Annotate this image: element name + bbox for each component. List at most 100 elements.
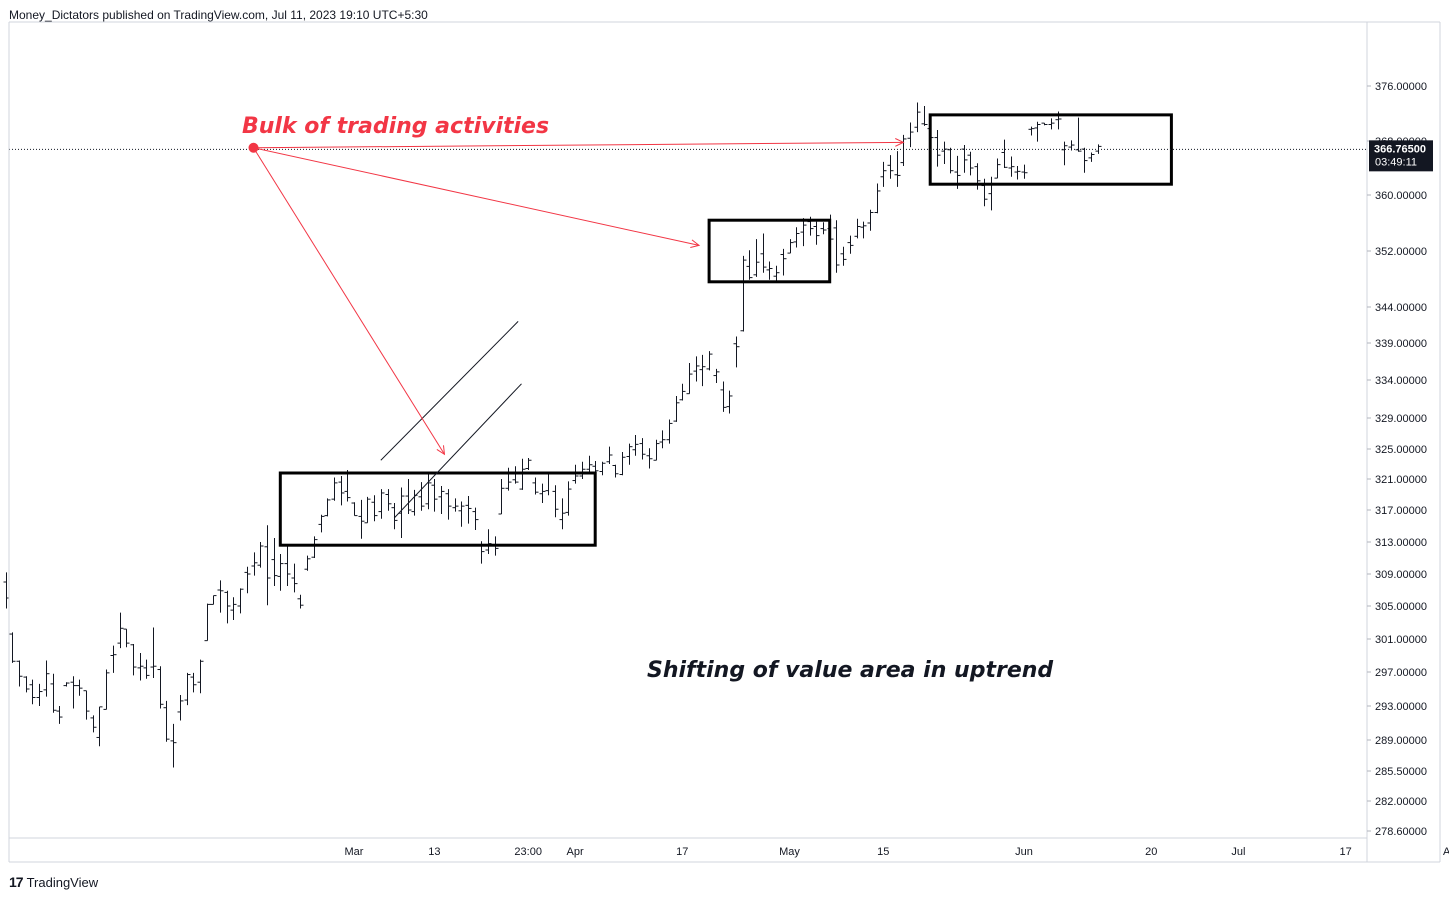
ohlc-bar — [713, 368, 720, 384]
ohlc-bar — [431, 479, 438, 512]
arrow-shaft — [253, 147, 700, 246]
ohlc-bar — [83, 690, 90, 720]
ohlc-bar — [50, 673, 57, 713]
ohlc-bar — [1021, 164, 1028, 179]
ohlc-bar — [539, 483, 546, 504]
y-tick-label: 293.00000 — [1375, 701, 1427, 713]
ohlc-bar — [465, 496, 472, 524]
annotation-arrows — [248, 138, 905, 456]
ohlc-bar — [1028, 126, 1035, 136]
ohlc-bar — [934, 130, 941, 167]
ohlc-bar — [646, 448, 653, 469]
ohlc-bar — [512, 466, 519, 484]
ohlc-bar — [472, 507, 479, 530]
ohlc-bar — [391, 503, 398, 530]
ohlc-bar — [740, 255, 747, 332]
ohlc-bar — [1041, 122, 1048, 126]
ohlc-bar — [36, 683, 43, 706]
ohlc-bar — [170, 723, 177, 768]
ohlc-bar — [190, 672, 197, 693]
ohlc-bar — [619, 452, 626, 476]
ohlc-bar — [485, 529, 492, 554]
y-tick-label: 334.00000 — [1375, 375, 1427, 387]
annotation-arrow — [253, 147, 701, 248]
y-tick-label: 289.00000 — [1375, 735, 1427, 747]
ohlc-bar — [23, 676, 30, 693]
ohlc-bar — [626, 443, 633, 465]
ohlc-bar — [525, 458, 532, 470]
ohlc-bar — [56, 706, 63, 724]
annotation-shifting-value-area: Shifting of value area in uptrend — [647, 658, 1053, 683]
y-tick-label: 317.00000 — [1375, 505, 1427, 517]
ohlc-bar — [257, 542, 264, 568]
ohlc-bar — [659, 430, 666, 449]
ohlc-bar — [854, 218, 861, 239]
x-tick-label: Jul — [1231, 846, 1245, 858]
ohlc-bar — [130, 643, 137, 676]
ohlc-bar — [304, 555, 311, 571]
x-tick-label: 17 — [676, 846, 688, 858]
ohlc-bar — [793, 227, 800, 248]
y-tick-label: 376.00000 — [1375, 81, 1427, 93]
ohlc-bar — [706, 351, 713, 371]
ohlc-bar — [592, 461, 599, 473]
ohlc-bar — [251, 552, 258, 576]
channel-line — [380, 321, 519, 461]
ohlc-bar — [63, 682, 70, 687]
x-tick-label: Jun — [1015, 846, 1033, 858]
ohlc-bar — [880, 161, 887, 187]
ohlc-bar — [800, 218, 807, 247]
ohlc-bar — [137, 653, 144, 681]
ohlc-bar — [338, 476, 345, 506]
annotation-arrow — [253, 147, 446, 456]
ohlc-bar — [244, 566, 251, 594]
y-tick-label: 305.00000 — [1375, 601, 1427, 613]
ohlc-bar — [204, 603, 211, 642]
arrow-shaft — [253, 141, 904, 149]
ohlc-bar — [820, 222, 827, 235]
ohlc-bar — [693, 356, 700, 382]
ohlc-bar — [760, 233, 767, 273]
ohlc-bar — [425, 474, 432, 510]
ohlc-bar — [612, 464, 619, 478]
y-tick-label: 321.00000 — [1375, 474, 1427, 486]
ohlc-bar — [358, 499, 365, 539]
ohlc-bar — [318, 514, 325, 533]
ohlc-bar — [840, 246, 847, 266]
ohlc-bar — [458, 501, 465, 527]
x-tick-label: 13 — [428, 846, 440, 858]
ohlc-bar — [532, 477, 539, 495]
ohlc-bar — [1048, 118, 1055, 130]
y-tick-label: 352.00000 — [1375, 246, 1427, 258]
ohlc-bar — [1061, 141, 1068, 166]
ohlc-bar — [498, 479, 505, 515]
ohlc-bar — [230, 597, 237, 621]
ohlc-bar — [941, 141, 948, 164]
y-axis-labels: 376.00000368.00000360.00000352.00000344.… — [1367, 81, 1427, 838]
y-tick-label: 339.00000 — [1375, 338, 1427, 350]
x-tick-label: 15 — [877, 846, 889, 858]
y-tick-label: 309.00000 — [1375, 569, 1427, 581]
ohlc-bar — [1068, 140, 1075, 151]
ohlc-bar — [90, 715, 97, 733]
ohlc-bar — [907, 122, 914, 148]
ohlc-bar — [1014, 165, 1021, 180]
ohlc-bar — [324, 498, 331, 517]
ohlc-bar — [994, 158, 1001, 179]
ohlc-bar — [733, 336, 740, 368]
ohlc-bar — [438, 485, 445, 514]
ohlc-bar — [163, 700, 170, 742]
ohlc-bar — [103, 669, 110, 710]
ohlc-bar — [1001, 139, 1008, 168]
ohlc-bar — [16, 660, 23, 687]
ohlc-bar — [947, 147, 954, 174]
ohlc-bar — [284, 544, 291, 586]
ohlc-bar — [96, 706, 103, 747]
ohlc-bar — [833, 220, 840, 273]
ohlc-bar — [110, 645, 117, 673]
ohlc-bar — [813, 221, 820, 245]
arrow-head — [895, 138, 905, 147]
x-tick-label: 20 — [1145, 846, 1157, 858]
ohlc-bar — [378, 489, 385, 519]
